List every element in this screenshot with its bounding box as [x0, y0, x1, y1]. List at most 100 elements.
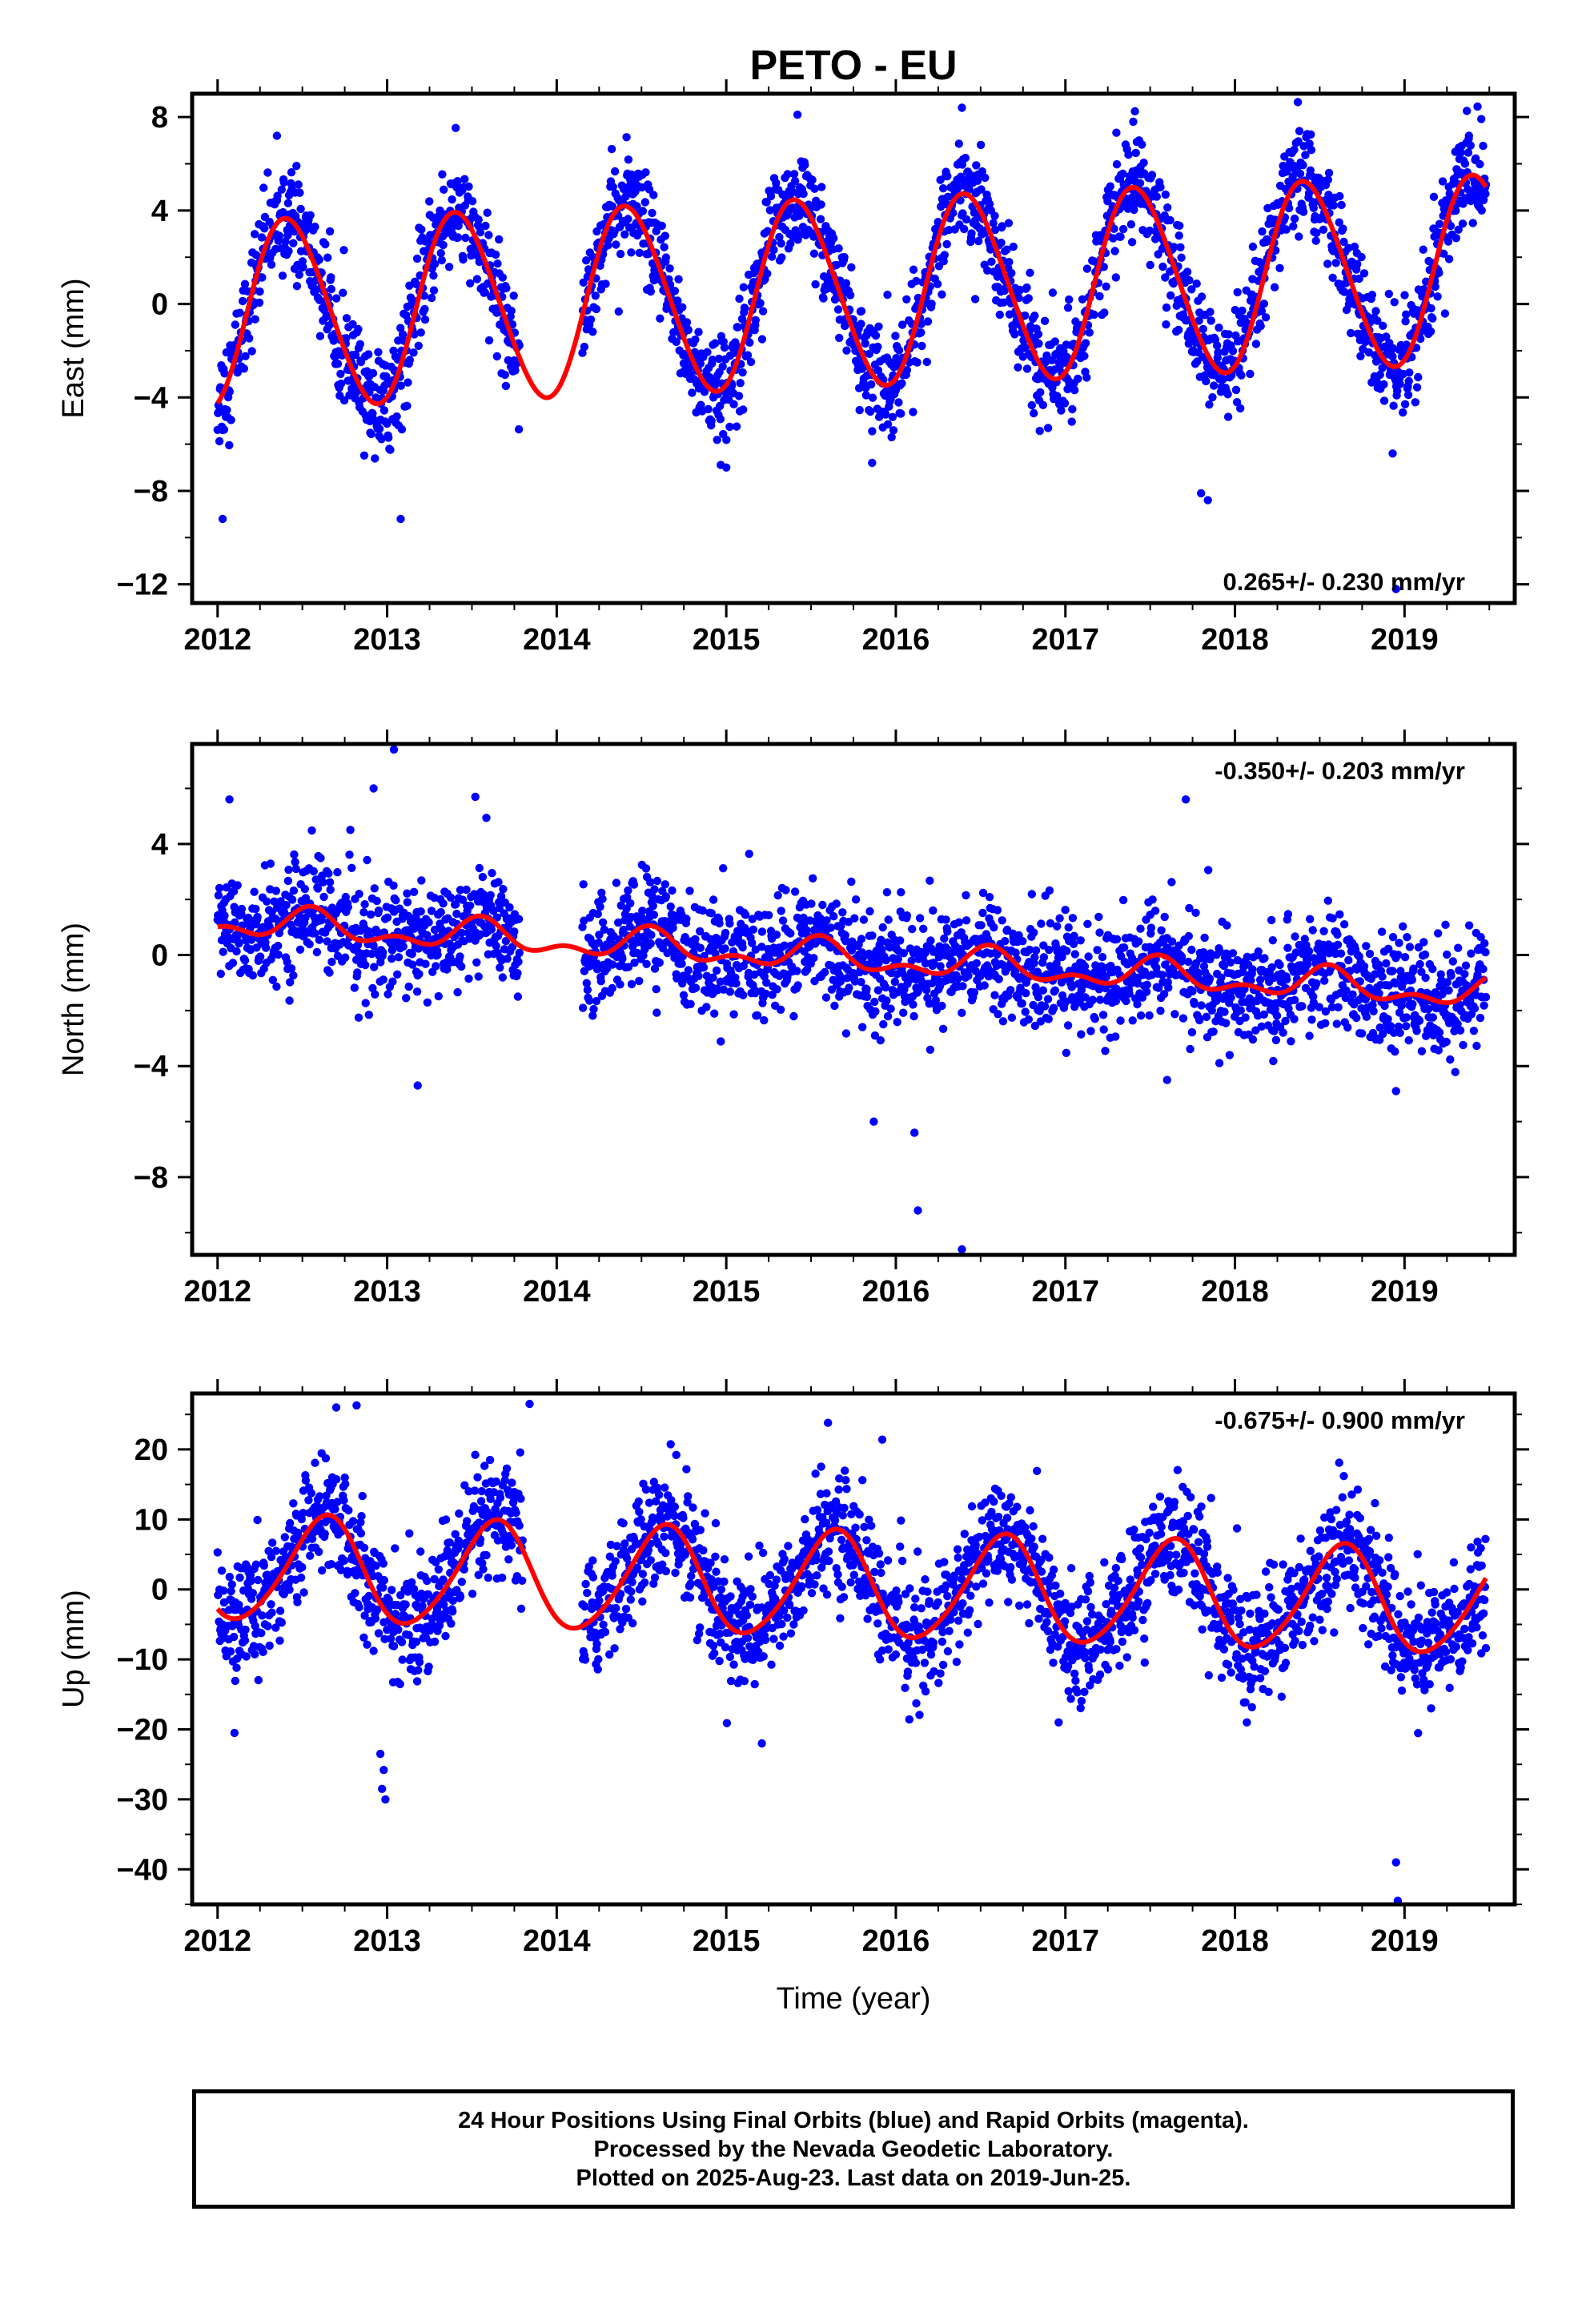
north-point [970, 988, 979, 997]
east-point [1295, 232, 1303, 241]
north-point [1362, 942, 1371, 951]
east-point [601, 279, 610, 288]
north-point [578, 1003, 588, 1012]
east-point [716, 401, 725, 411]
north-point [325, 878, 335, 887]
east-point [476, 227, 485, 237]
east-point [588, 328, 597, 336]
north-point [715, 919, 724, 928]
east-point [616, 249, 625, 259]
north-point [289, 886, 299, 895]
east-point [842, 346, 851, 355]
north-point [1388, 967, 1397, 975]
east-outlier-point [1203, 496, 1212, 505]
east-point [1038, 400, 1048, 409]
north-point [1420, 950, 1430, 959]
east-point [995, 269, 1004, 278]
north-point [1164, 983, 1173, 992]
east-y-axis-title: East (mm) [57, 278, 90, 418]
north-point [1400, 953, 1410, 962]
north-point [691, 983, 701, 992]
north-point [421, 959, 430, 968]
north-point [228, 959, 238, 967]
east-point [500, 370, 509, 380]
north-point [1133, 999, 1142, 1009]
north-point [1018, 937, 1027, 946]
east-point [220, 369, 229, 378]
north-point [370, 963, 379, 971]
east-point [998, 222, 1006, 231]
north-point [1083, 919, 1092, 929]
east-point [1402, 310, 1411, 319]
north-point [361, 999, 370, 1007]
east-point [940, 251, 950, 259]
north-point [1170, 1010, 1179, 1019]
east-point [1138, 140, 1146, 149]
east-point [1458, 219, 1468, 228]
east-point [251, 230, 259, 239]
north-point [592, 965, 602, 974]
east-point [586, 315, 596, 324]
north-point [284, 865, 293, 875]
east-point [897, 409, 905, 418]
north-point [907, 956, 916, 965]
east-point [1007, 268, 1016, 278]
north-point [434, 991, 443, 1001]
east-point [1205, 400, 1214, 409]
north-point [859, 915, 869, 924]
east-point [1431, 282, 1439, 292]
north-point [772, 931, 781, 939]
north-point [1320, 976, 1329, 985]
east-point [417, 225, 426, 234]
north-point [486, 891, 495, 900]
east-point [1065, 295, 1074, 304]
north-point [1006, 986, 1015, 995]
north-point [1341, 993, 1351, 1003]
east-point [1021, 344, 1030, 352]
east-point [732, 422, 741, 431]
east-point [917, 341, 926, 351]
north-point [608, 960, 617, 969]
north-point [638, 915, 648, 923]
east-point [258, 273, 267, 282]
north-point [1480, 1001, 1488, 1010]
north-outlier-point [1391, 1087, 1400, 1096]
north-point [1309, 992, 1318, 1001]
east-point [1246, 369, 1255, 379]
east-point [459, 255, 468, 264]
north-outlier-point [1162, 1076, 1172, 1084]
north-point [372, 896, 381, 906]
east-point [1440, 309, 1450, 318]
north-point [1412, 1027, 1421, 1035]
north-point [847, 877, 856, 887]
east-point [1192, 279, 1201, 288]
north-point [1043, 995, 1053, 1003]
east-point [444, 263, 454, 271]
north-point [324, 869, 333, 878]
north-point [305, 939, 314, 949]
north-point [446, 893, 456, 903]
east-outlier-point [218, 514, 227, 524]
north-point [494, 878, 503, 887]
east-point [277, 185, 286, 194]
north-point [1098, 952, 1107, 962]
east-point [396, 324, 405, 332]
east-point [1481, 189, 1490, 199]
east-point [1426, 327, 1435, 336]
east-point [909, 265, 918, 274]
east-point [855, 405, 864, 415]
north-point [696, 943, 705, 952]
north-point [1407, 975, 1417, 984]
north-point [978, 908, 987, 918]
east-point [632, 202, 641, 211]
north-point [1279, 1028, 1287, 1037]
north-point [1291, 948, 1301, 957]
east-point [1477, 206, 1486, 215]
north-point [1417, 967, 1426, 976]
north-point [1469, 1027, 1479, 1035]
north-point [821, 967, 829, 977]
east-point [730, 348, 739, 357]
east-point [480, 288, 489, 297]
east-point [1034, 330, 1043, 339]
north-point [762, 978, 771, 987]
